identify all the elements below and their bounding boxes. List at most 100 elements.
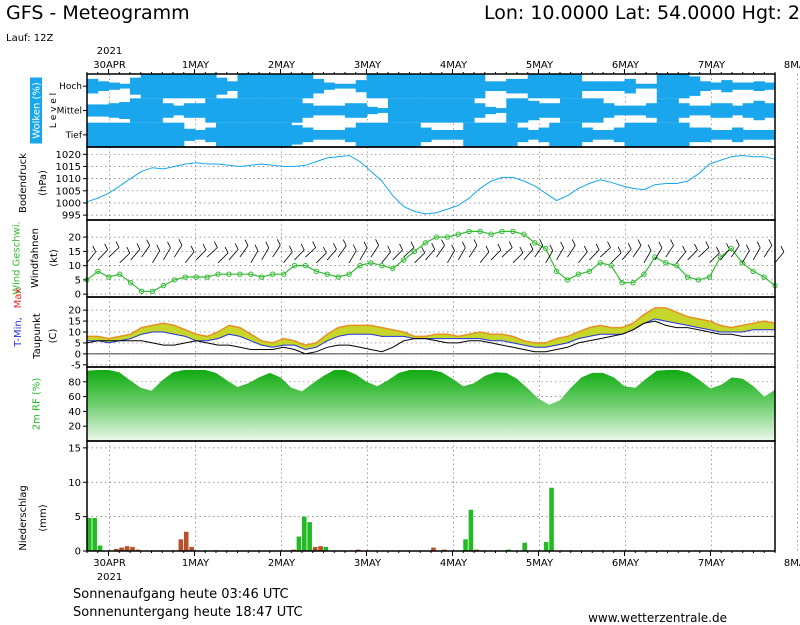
y-tick-label: 5 [75,512,81,523]
precip-bar-large-scale [130,546,135,551]
precip-bar-convective [323,546,329,551]
cloud-cell-mittel [377,108,389,113]
cloud-cell-hoch [710,82,722,90]
wind-barb-feather [694,243,698,251]
cloud-cell-tief [312,129,325,140]
wind-barb-feather [571,239,576,246]
wind-barb [141,245,151,258]
cloud-cell-hoch [463,74,475,99]
cloud-cell-tief [452,129,464,140]
panel-frame-wind [86,219,776,298]
precip-bar-convective [549,487,554,551]
wind-barb [130,249,141,261]
cloud-cell-mittel [291,98,303,123]
cloud-cell-hoch [409,74,421,99]
wind-barb-feather [756,241,761,249]
temperature-axis-unit: (C) [48,329,59,344]
wind-speed-point [488,231,494,237]
wind-speed-point [684,274,691,280]
wind-barb [501,247,513,258]
wind-barb [447,250,455,263]
wind-speed-point [564,277,571,283]
cloud-cell-hoch [495,81,507,92]
precip-bar-convective [296,536,302,551]
tmin-line [87,318,775,351]
cloud-cell-tief [667,122,679,147]
cloud-cell-hoch [420,74,432,99]
wind-barb-feather [508,241,513,248]
wind-barb-feather [485,245,490,253]
cloud-cell-mittel [97,104,110,117]
y-tick-label: 0 [75,349,81,360]
cloud-cell-mittel [130,98,142,123]
precip-bar-large-scale [431,547,436,551]
precip-bar-convective [97,545,103,551]
wind-barb-feather [300,243,305,251]
cloud-cell-hoch [603,81,615,92]
wind-barb-feather [224,246,229,254]
wind-barb [305,247,316,258]
wind-barb [195,249,207,261]
cloud-cell-tief [646,122,658,147]
wind-barb-feather [363,241,368,248]
cloud-cell-mittel [699,105,712,116]
cloud-cell-tief [355,122,368,147]
wind-barb [119,252,131,264]
cloud-cell-tief [699,127,712,143]
y-tick-label: 0 [75,547,81,558]
wind-barb [283,251,293,264]
wind-speed-point [477,228,483,235]
cloud-cell-mittel [162,103,174,118]
cloud-cell-hoch [678,74,690,99]
cloud-cell-hoch [334,83,346,89]
precip-axis-label: Niederschlag [18,485,29,550]
y-tick-label: 15 [68,247,81,258]
cloud-cell-mittel [581,98,593,123]
wind-speed-point [706,274,713,280]
wind-speed-point [521,231,527,237]
precip-bar-convective [87,518,92,551]
wind-barb [425,249,436,261]
cloud-cell-tief [183,128,196,141]
cloud-cell-mittel [710,103,722,118]
y-tick-label: 995 [62,211,81,222]
cloud-cell-hoch [291,74,303,99]
sunrise-text: Sonnenaufgang heute 03:46 UTC [73,587,289,602]
cloud-cell-tief [517,127,529,143]
wind-speed-point [641,271,647,277]
wind-barb [589,249,600,261]
wind-barb-feather [421,246,425,254]
cloud-cell-mittel [484,106,497,115]
cloud-cell-hoch [97,81,110,92]
cloud-cell-mittel [183,103,196,118]
cloud-cell-tief [570,122,583,147]
wind-barb-feather [780,245,785,253]
cloud-cell-tief [173,122,185,147]
precip-bar-large-scale [189,546,194,551]
wind-barb-feather [399,243,403,251]
cloud-cell-hoch [431,74,443,99]
wind-barb [763,245,773,258]
wind-barb-feather [549,244,554,251]
cloud-cell-mittel [506,98,518,123]
cloud-cell-hoch [560,74,572,99]
wind-barb-feather [529,243,534,250]
wind-barb [436,245,445,258]
wind-speed-point [171,277,178,283]
cloud-cell-mittel [409,98,421,123]
wind-barb-feather [254,244,259,251]
wind-speed-point [510,228,516,235]
cloud-cell-tief [581,127,593,143]
y-tick-label: 0 [75,290,81,301]
wind-barb-feather [276,239,281,246]
wind-speed-point [149,288,156,294]
cloud-cell-tief [538,127,550,143]
wind-barb-feather [342,239,347,246]
cloud-cell-mittel [603,103,615,118]
day-label-bottom: 8MAY [784,558,800,569]
y-tick-label: 20 [68,233,81,244]
wind-speed-point [302,262,309,269]
wind-barb [414,252,425,264]
cloud-cell-hoch [130,77,142,95]
wind-barb-feather [705,241,710,248]
